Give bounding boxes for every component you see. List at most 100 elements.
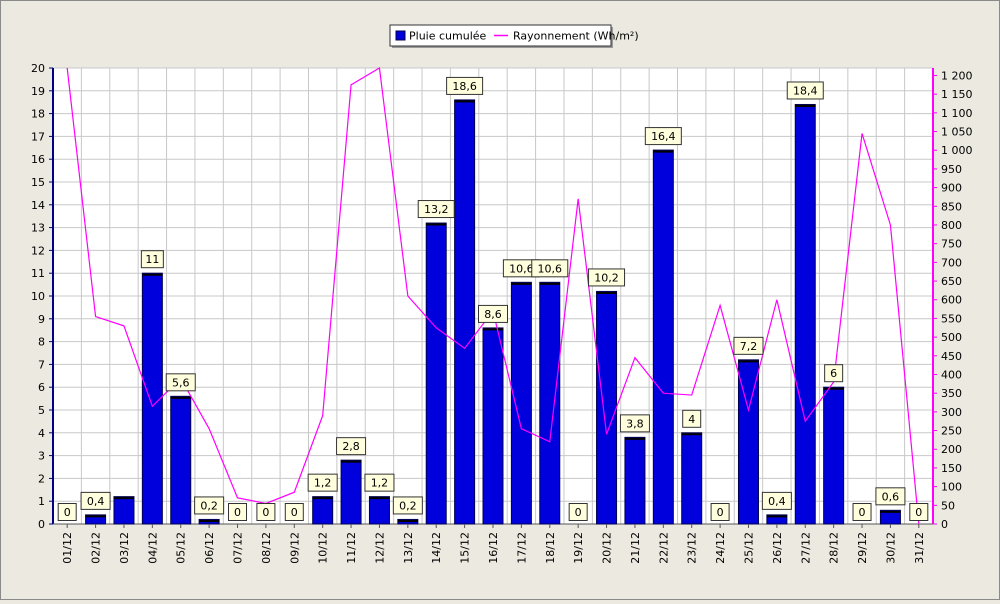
left-tick-label: 3 <box>38 450 45 463</box>
left-tick-label: 20 <box>31 62 45 75</box>
left-tick-label: 2 <box>38 472 45 485</box>
data-label-box <box>588 268 626 287</box>
right-tick-label: 650 <box>941 275 962 288</box>
right-tick-label: 450 <box>941 350 962 363</box>
bar <box>113 496 135 525</box>
left-tick-label: 17 <box>31 130 45 143</box>
data-label-box <box>307 473 338 492</box>
data-label: 16,4 <box>651 130 676 143</box>
x-tick-label: 12/12 <box>373 532 386 564</box>
x-tick-label: 20/12 <box>601 532 614 564</box>
data-label-box <box>57 503 77 521</box>
right-tick-label: 1 050 <box>941 126 973 139</box>
data-label: 0,4 <box>768 495 786 508</box>
x-tick-label: 17/12 <box>515 532 528 564</box>
right-tick-label: 250 <box>941 425 962 438</box>
left-tick-label: 12 <box>31 244 45 257</box>
right-tick-label: 900 <box>941 182 962 195</box>
data-label: 0 <box>234 506 241 519</box>
data-label-box <box>80 491 111 510</box>
data-label-box <box>733 336 764 355</box>
right-tick-label: 50 <box>941 499 955 512</box>
data-label-box <box>392 496 423 515</box>
right-tick-label: 800 <box>941 219 962 232</box>
x-tick-label: 11/12 <box>345 532 358 564</box>
x-tick-label: 03/12 <box>118 532 131 564</box>
x-tick-label: 10/12 <box>317 532 330 564</box>
bar <box>681 432 703 525</box>
left-tick-label: 0 <box>38 518 45 531</box>
data-label-box <box>284 503 304 521</box>
data-label-box <box>786 81 824 100</box>
data-label: 1,2 <box>371 477 389 490</box>
data-label: 0 <box>915 506 922 519</box>
x-tick-label: 19/12 <box>572 532 585 564</box>
right-tick-label: 750 <box>941 238 962 251</box>
data-label-box <box>761 491 792 510</box>
data-label: 1,2 <box>314 477 332 490</box>
bar <box>170 395 192 525</box>
data-label: 0,2 <box>200 499 218 512</box>
data-label-box <box>446 76 484 95</box>
data-label: 0 <box>262 506 269 519</box>
right-tick-label: 500 <box>941 331 962 344</box>
data-label-box <box>256 503 276 521</box>
x-tick-label: 22/12 <box>657 532 670 564</box>
left-tick-label: 4 <box>38 427 45 440</box>
data-label: 5,6 <box>172 376 190 389</box>
data-label: 10,6 <box>509 262 534 275</box>
x-tick-label: 29/12 <box>856 532 869 564</box>
data-label: 4 <box>688 413 695 426</box>
right-tick-label: 600 <box>941 294 962 307</box>
bar <box>312 496 334 525</box>
x-tick-label: 05/12 <box>175 532 188 564</box>
left-tick-label: 8 <box>38 336 45 349</box>
data-label-box <box>909 503 929 521</box>
right-tick-label: 850 <box>941 200 962 213</box>
data-label: 2,8 <box>342 440 360 453</box>
right-tick-label: 1 150 <box>941 88 973 101</box>
x-tick-label: 15/12 <box>459 532 472 564</box>
left-tick-label: 11 <box>31 267 45 280</box>
bar <box>368 496 390 525</box>
x-tick-label: 30/12 <box>884 532 897 564</box>
data-label: 11 <box>145 253 159 266</box>
right-tick-label: 550 <box>941 312 962 325</box>
x-tick-label: 01/12 <box>61 532 74 564</box>
bar <box>510 281 532 525</box>
bar <box>652 149 674 525</box>
data-label-box <box>852 503 872 521</box>
x-tick-label: 21/12 <box>629 532 642 564</box>
data-label-box <box>228 503 248 521</box>
legend-label-rayonnement: Rayonnement (Wh/m²) <box>513 30 639 43</box>
bar <box>823 386 845 525</box>
data-label-box <box>875 487 906 506</box>
data-label: 0,2 <box>399 499 417 512</box>
x-tick-label: 14/12 <box>430 532 443 564</box>
legend-label-pluie: Pluie cumulée <box>409 30 487 43</box>
right-tick-label: 150 <box>941 462 962 475</box>
x-tick-label: 28/12 <box>828 532 841 564</box>
data-label: 0 <box>859 506 866 519</box>
x-tick-label: 04/12 <box>146 532 159 564</box>
left-tick-label: 15 <box>31 176 45 189</box>
right-tick-label: 1 100 <box>941 107 973 120</box>
right-tick-label: 0 <box>941 518 948 531</box>
left-tick-label: 6 <box>38 381 45 394</box>
data-label-box <box>824 364 844 383</box>
data-label-box <box>644 127 682 146</box>
x-tick-label: 25/12 <box>742 532 755 564</box>
x-tick-label: 08/12 <box>260 532 273 564</box>
right-tick-label: 100 <box>941 481 962 494</box>
left-tick-label: 10 <box>31 290 45 303</box>
data-label: 0 <box>717 506 724 519</box>
data-label-box <box>568 503 588 521</box>
left-tick-label: 1 <box>38 495 45 508</box>
data-label: 10,6 <box>538 262 563 275</box>
data-label: 8,6 <box>484 308 502 321</box>
bar <box>425 222 447 525</box>
bar <box>454 99 476 525</box>
data-label: 18,4 <box>793 84 818 97</box>
